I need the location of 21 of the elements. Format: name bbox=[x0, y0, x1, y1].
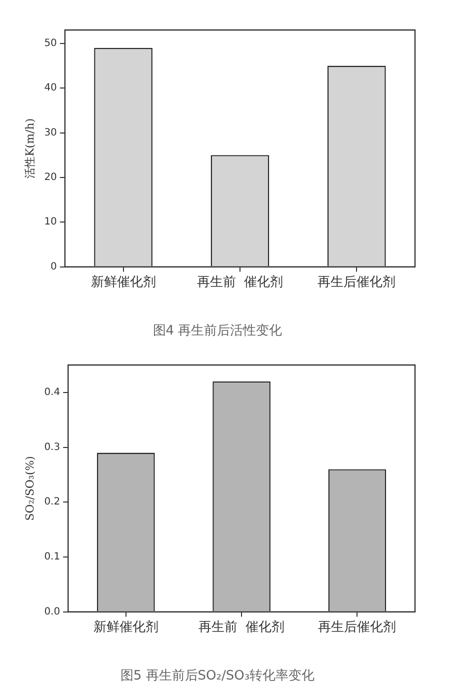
x-tick-label: 新鲜催化剂 bbox=[93, 618, 158, 635]
text: 图5 再生前后SO₂/SO₃转化率变化 bbox=[120, 668, 315, 684]
y-tick-label: 0.1 bbox=[44, 552, 60, 563]
text: 图4 再生前后活性变化 bbox=[152, 324, 282, 339]
x-tick-label: 再生后催化剂 bbox=[318, 274, 396, 290]
y-tick-label: 20 bbox=[44, 172, 57, 184]
y-tick-label: 40 bbox=[44, 82, 57, 94]
x-tick-label: 新鲜催化剂 bbox=[90, 274, 156, 290]
y-tick-label: 0 bbox=[50, 261, 57, 272]
x-tick-label: 再生前 催化剂 bbox=[198, 618, 285, 635]
x-tick-label: 再生后催化剂 bbox=[318, 618, 396, 635]
y-tick-label: 50 bbox=[44, 38, 57, 49]
y-axis-title: 活性K(m/h) bbox=[23, 118, 36, 178]
y-tick-label: 10 bbox=[44, 216, 57, 228]
y-tick-label: 0.3 bbox=[44, 442, 60, 453]
y-tick-label: 0.4 bbox=[44, 387, 60, 398]
y-tick-label: 0.2 bbox=[44, 496, 60, 508]
y-tick-label: 30 bbox=[44, 127, 57, 138]
y-tick-label: 0.0 bbox=[44, 606, 60, 618]
x-tick-label: 再生前 催化剂 bbox=[196, 274, 284, 290]
y-axis-title: SO₂/SO₃(%) bbox=[23, 456, 36, 521]
